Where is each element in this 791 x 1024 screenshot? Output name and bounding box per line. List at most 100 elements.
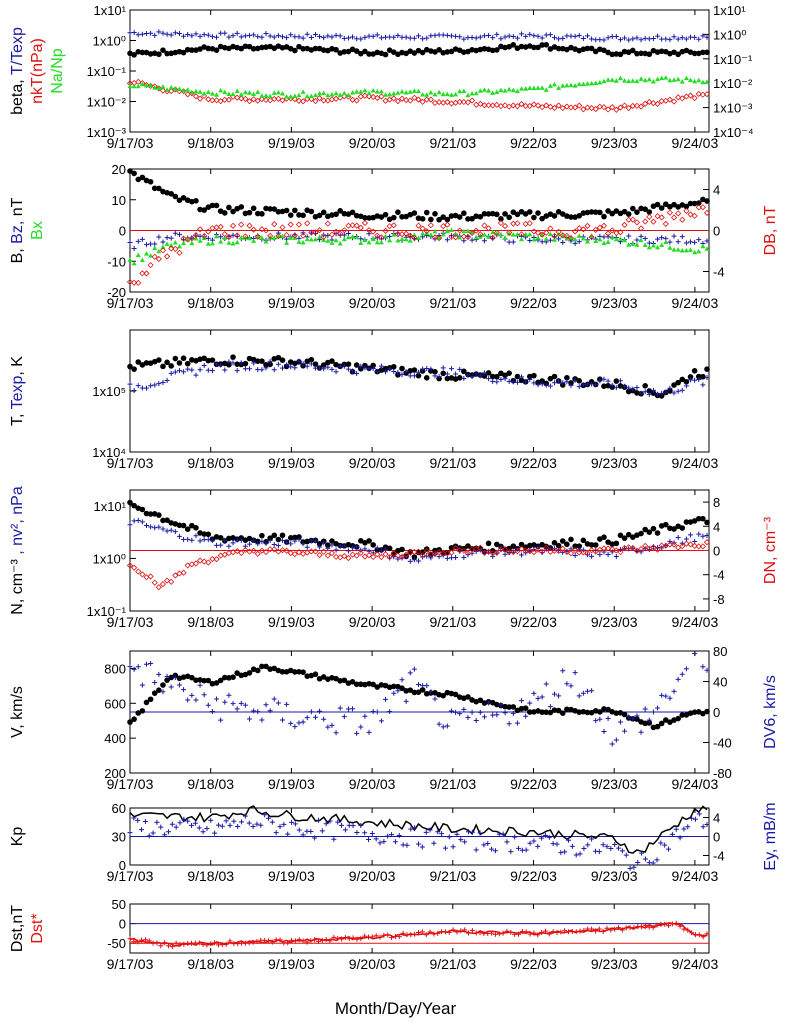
data-point (675, 379, 681, 386)
data-point (539, 929, 545, 935)
data-point (201, 355, 207, 362)
data-point (469, 91, 475, 96)
data-point (354, 544, 360, 550)
data-point (506, 721, 512, 727)
data-point (551, 539, 558, 546)
data-point (176, 30, 182, 36)
data-point (230, 33, 236, 39)
data-point (696, 248, 702, 254)
data-point (346, 936, 352, 942)
data-point (331, 934, 337, 940)
y2-axis-label: Ey, mB/m (762, 802, 779, 870)
data-point (518, 231, 525, 238)
x-tick-label: 9/20/03 (349, 295, 396, 311)
data-point (580, 81, 586, 87)
data-point (622, 35, 628, 41)
data-point (139, 519, 145, 525)
data-point (552, 35, 558, 41)
data-point (259, 93, 265, 98)
data-point (176, 533, 182, 539)
data-point (230, 208, 236, 215)
data-point (255, 541, 261, 547)
x-tick-label: 9/20/03 (349, 614, 396, 630)
data-point (431, 234, 439, 241)
data-point (292, 93, 298, 98)
data-point (366, 231, 372, 237)
data-point (442, 845, 448, 851)
data-point (369, 934, 375, 940)
data-point (321, 90, 327, 96)
data-point (374, 709, 380, 715)
data-point (477, 709, 483, 715)
y-axis-label: T, Texp, K (9, 356, 26, 426)
data-point (535, 33, 541, 39)
data-point (383, 233, 389, 239)
y-tick-label: 1x10⁴ (92, 445, 126, 460)
data-point (180, 195, 187, 201)
data-point (327, 818, 333, 824)
data-point (205, 235, 211, 241)
data-point (354, 234, 360, 240)
data-point (378, 239, 384, 245)
data-point (221, 551, 228, 558)
data-point (519, 236, 525, 242)
data-point (576, 384, 582, 390)
data-point (460, 233, 467, 240)
data-point (394, 98, 401, 105)
y-tick-label: 1x10⁻² (87, 95, 127, 110)
data-point (385, 833, 391, 839)
data-point (593, 718, 599, 724)
data-point (189, 235, 195, 241)
data-point (564, 82, 570, 88)
data-point (510, 239, 516, 245)
data-point (588, 45, 595, 52)
data-point (473, 227, 480, 234)
y2-tick-label: 1x10¹ (713, 3, 746, 18)
data-point (671, 382, 677, 388)
data-point (556, 85, 562, 90)
data-point (456, 547, 463, 554)
data-point (354, 730, 360, 736)
data-point (315, 938, 321, 944)
data-point (539, 548, 546, 555)
data-point (387, 366, 393, 372)
data-point (300, 832, 306, 838)
data-point (142, 818, 148, 824)
data-point (267, 358, 273, 364)
data-point (675, 247, 681, 252)
data-point (391, 690, 397, 696)
data-point (164, 241, 170, 246)
data-point (152, 525, 158, 531)
data-point (259, 532, 265, 539)
data-point (331, 836, 337, 842)
data-point (630, 545, 636, 551)
data-point (477, 214, 484, 220)
data-point (411, 234, 418, 242)
data-point (637, 103, 645, 110)
data-point (411, 373, 417, 379)
data-point (269, 939, 275, 945)
data-point (156, 185, 162, 192)
x-tick-label: 9/17/03 (107, 455, 154, 471)
data-point (700, 49, 706, 56)
data-point (234, 670, 240, 676)
data-point (323, 936, 329, 942)
data-point (396, 934, 402, 940)
data-point (234, 368, 240, 374)
data-point (609, 210, 616, 217)
y2-tick-label: 8 (713, 495, 720, 510)
data-point (547, 231, 553, 237)
data-point (617, 378, 623, 384)
data-point (193, 525, 199, 531)
data-point (135, 383, 141, 389)
data-point (477, 34, 483, 40)
data-point (395, 688, 401, 694)
data-point (494, 31, 500, 37)
data-point (226, 34, 232, 40)
data-point (667, 239, 673, 245)
data-point (646, 213, 653, 220)
data-point (263, 31, 269, 37)
data-point (600, 104, 608, 111)
y-tick-label: 800 (104, 661, 126, 676)
data-point (291, 96, 298, 103)
